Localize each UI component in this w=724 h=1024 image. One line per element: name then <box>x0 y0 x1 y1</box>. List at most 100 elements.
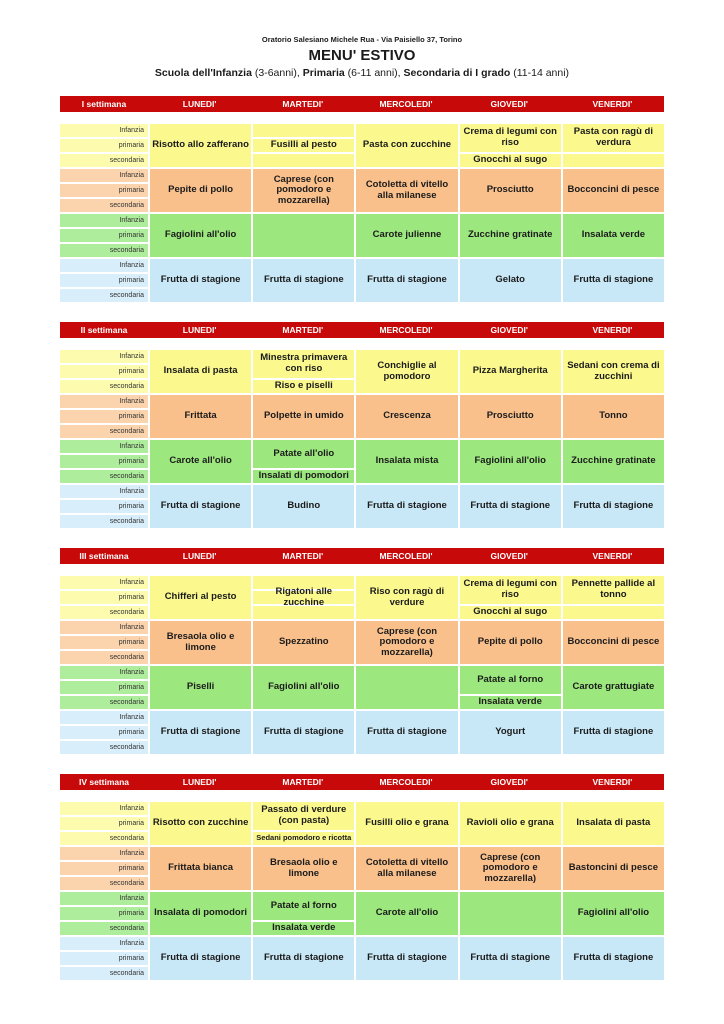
row-label: secondaria <box>60 651 148 664</box>
row-label: Infanzia <box>60 214 148 227</box>
menu-cell: Pepite di pollo <box>459 621 561 664</box>
menu-cell: Bresaola olio e limone <box>150 621 252 664</box>
subtitle-part: Primaria <box>302 67 345 79</box>
week-header-bar: III settimana LUNEDI' MARTEDI' MERCOLEDI' GI… <box>60 548 664 564</box>
row-label: secondaria <box>60 877 148 890</box>
menu-cell: Frutta di stagione <box>356 259 458 302</box>
row-label: secondaria <box>60 289 148 302</box>
row-label: Infanzia <box>60 847 148 860</box>
menu-cell: Carote julienne <box>356 214 458 257</box>
day-header: MARTEDI' <box>282 99 324 109</box>
row-label: primaria <box>60 139 148 152</box>
menu-cell: Polpette in umido <box>253 395 355 438</box>
menu-cell: Fagiolini all'olio <box>150 214 252 257</box>
menu-cell: Pasta con zucchine <box>356 124 458 167</box>
week-section-4: IV settimana LUNEDI' MARTEDI' MERCOLEDI' GIO… <box>60 774 664 980</box>
menu-cell: Carote all'olio <box>356 892 458 935</box>
day-header: VENERDI' <box>592 325 633 335</box>
row-label: primaria <box>60 862 148 875</box>
menu-cell: Chifferi al pesto <box>150 576 252 619</box>
menu-cell <box>562 154 664 167</box>
row-label: secondaria <box>60 741 148 754</box>
menu-cell: Insalati di pomodori <box>253 470 355 483</box>
menu-cell: Minestra primavera con riso <box>253 350 355 378</box>
menu-cell: Frutta di stagione <box>562 485 664 528</box>
menu-cell: Frutta di stagione <box>253 937 355 980</box>
row-label: primaria <box>60 455 148 468</box>
menu-cell: Risotto con zucchine <box>150 802 252 845</box>
menu-cell <box>459 892 561 935</box>
day-header: VENERDI' <box>592 551 633 561</box>
week-header-bar: I settimana LUNEDI' MARTEDI' MERCOLEDI' GIOV… <box>60 96 664 112</box>
row-label: primaria <box>60 817 148 830</box>
menu-cell: Patate all'olio <box>253 440 355 468</box>
menu-cell: Frutta di stagione <box>562 711 664 754</box>
day-header: MARTEDI' <box>282 551 324 561</box>
subtitle-part: (6-11 anni), <box>344 67 404 79</box>
row-label: Infanzia <box>60 124 148 137</box>
row-label: Infanzia <box>60 937 148 950</box>
menu-cell: Crema di legumi con riso <box>459 576 561 604</box>
menu-cell: Frittata bianca <box>150 847 252 890</box>
menu-cell: Frutta di stagione <box>356 937 458 980</box>
menu-cell: Insalata di pasta <box>150 350 252 393</box>
menu-cell: Frutta di stagione <box>253 711 355 754</box>
menu-cell: Caprese (con pomodoro e mozzarella) <box>253 169 355 212</box>
menu-cell: Carote grattugiate <box>562 666 664 709</box>
menu-cell <box>253 214 355 257</box>
menu-cell: Pizza Margherita <box>459 350 561 393</box>
menu-cell <box>253 606 355 619</box>
week-header-bar: IV settimana LUNEDI' MARTEDI' MERCOLEDI' GIO… <box>60 774 664 790</box>
menu-cell: Yogurt <box>459 711 561 754</box>
menu-cell: Gnocchi al sugo <box>459 154 561 167</box>
menu-cell: Riso e piselli <box>253 380 355 393</box>
week-section-3: III settimana LUNEDI' MARTEDI' MERCOLEDI' GI… <box>60 548 664 754</box>
day-header: LUNEDI' <box>182 551 217 561</box>
menu-cell: Pasta con ragù di verdura <box>562 124 664 152</box>
row-label: secondaria <box>60 922 148 935</box>
row-label: secondaria <box>60 606 148 619</box>
week-table: Infanzia primaria secondaria Risotto allo z… <box>60 124 664 302</box>
row-label: primaria <box>60 500 148 513</box>
weeks-container: I settimana LUNEDI' MARTEDI' MERCOLEDI' GIOV… <box>60 96 664 980</box>
row-label: primaria <box>60 184 148 197</box>
day-header: MERCOLEDI' <box>379 325 433 335</box>
row-label: Infanzia <box>60 802 148 815</box>
menu-cell: Bocconcini di pesce <box>562 621 664 664</box>
subtitle-part: (3-6anni), <box>251 67 303 79</box>
day-header: GIOVEDI' <box>490 551 528 561</box>
menu-cell: Pennette pallide al tonno <box>562 576 664 604</box>
subtitle-part: (11-14 anni) <box>510 67 570 79</box>
row-label: Infanzia <box>60 576 148 589</box>
menu-cell: Cotoletta di vitello alla milanese <box>356 169 458 212</box>
week-table: Infanzia primaria secondaria Insalata di pa… <box>60 350 664 528</box>
menu-cell: Budino <box>253 485 355 528</box>
row-label: Infanzia <box>60 711 148 724</box>
row-label: secondaria <box>60 967 148 980</box>
day-header: LUNEDI' <box>182 325 217 335</box>
menu-cell: Pepite di pollo <box>150 169 252 212</box>
menu-cell: Bresaola olio e limone <box>253 847 355 890</box>
menu-cell: Cotoletta di vitello alla milanese <box>356 847 458 890</box>
week-table: Infanzia primaria secondaria Chifferi al pe… <box>60 576 664 754</box>
row-label: secondaria <box>60 380 148 393</box>
row-label: primaria <box>60 591 148 604</box>
menu-cell: Fusilli olio e grana <box>356 802 458 845</box>
menu-cell: Frutta di stagione <box>562 937 664 980</box>
menu-cell: Frittata <box>150 395 252 438</box>
day-header: MERCOLEDI' <box>379 551 433 561</box>
day-header: GIOVEDI' <box>490 777 528 787</box>
subtitle: Scuola dell'Infanzia (3-6anni), Primaria… <box>0 65 724 81</box>
menu-cell <box>253 154 355 167</box>
row-label: Infanzia <box>60 395 148 408</box>
menu-cell: Risotto allo zafferano <box>150 124 252 167</box>
menu-cell: Gelato <box>459 259 561 302</box>
header-address: Oratorio Salesiano Michele Rua - Via Pai… <box>261 35 463 44</box>
menu-cell: Frutta di stagione <box>150 259 252 302</box>
row-label: Infanzia <box>60 169 148 182</box>
row-label: secondaria <box>60 425 148 438</box>
menu-cell: Insalata verde <box>253 922 355 935</box>
row-label: primaria <box>60 636 148 649</box>
menu-cell: Frutta di stagione <box>150 937 252 980</box>
menu-cell: Frutta di stagione <box>150 485 252 528</box>
